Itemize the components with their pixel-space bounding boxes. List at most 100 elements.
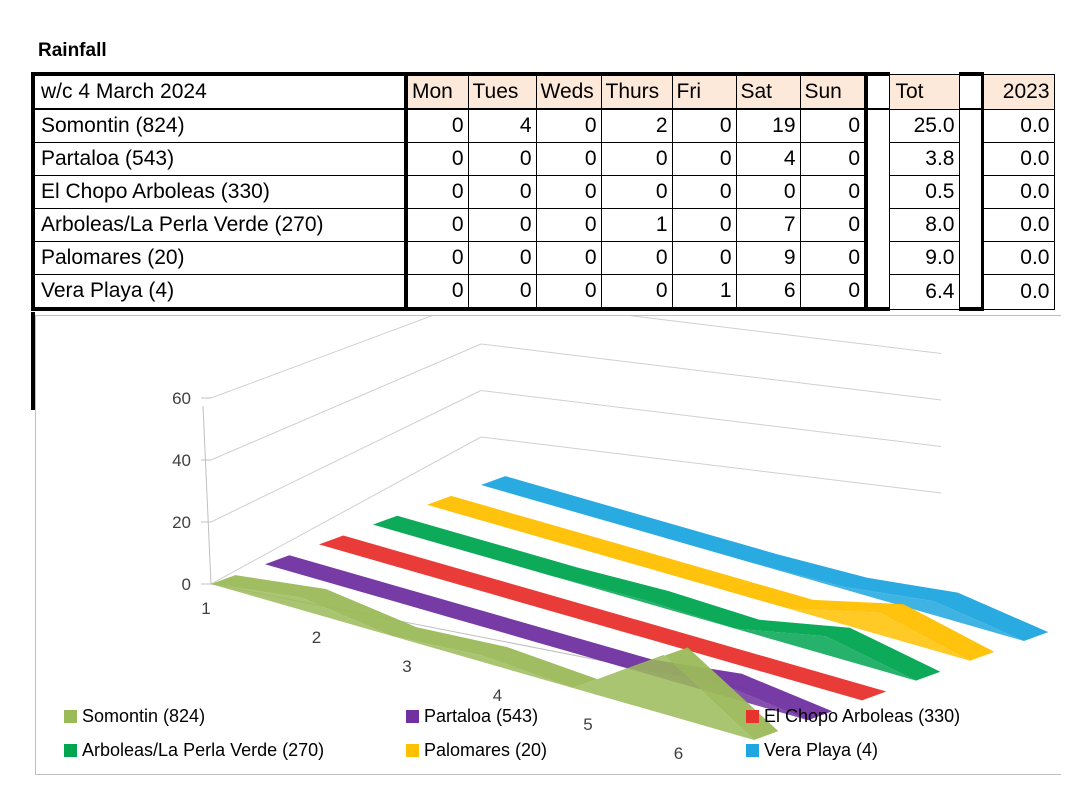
total-value: 25.0 xyxy=(888,108,960,143)
rain-value: 0 xyxy=(735,175,801,209)
prev-year-value: 0.0 xyxy=(980,108,1055,143)
series-face xyxy=(373,524,916,681)
table-row: Arboleas/La Perla Verde (270) 0 0 0 1 0 7 0 8.0 0… xyxy=(31,208,1055,242)
year-header: 2023 xyxy=(980,73,1055,110)
table-row: Vera Playa (4) 0 0 0 0 1 6 0 6.4 0.0 xyxy=(31,274,1055,311)
table-row: Palomares (20) 0 0 0 0 0 9 0 9.0 0.0 xyxy=(31,241,1055,275)
x-tick-label: 1 xyxy=(201,599,210,618)
back-wall-gridlines xyxy=(210,316,942,585)
gridline xyxy=(210,390,482,523)
rain-value: 0 xyxy=(799,241,868,275)
prev-year-value: 0.0 xyxy=(980,241,1055,275)
x-tick-label: 5 xyxy=(583,715,592,734)
station-name: Arboleas/La Perla Verde (270) xyxy=(31,208,408,242)
rain-value: 0 xyxy=(799,274,868,311)
rain-value: 0 xyxy=(467,175,537,209)
day-header: Sun xyxy=(799,72,868,110)
rain-value: 0 xyxy=(467,241,537,275)
series-face xyxy=(211,584,754,740)
rain-value: 0 xyxy=(535,274,602,311)
prev-year-value: 0.0 xyxy=(980,175,1055,209)
x-tick-label: 3 xyxy=(402,657,411,676)
table-header-row: w/c 4 March 2024 Mon Tues Weds Thurs Fri Sat Su… xyxy=(31,72,1055,110)
column-gap xyxy=(959,242,982,275)
legend-swatch xyxy=(64,710,77,723)
rain-value: 4 xyxy=(467,108,537,143)
rain-value: 0 xyxy=(799,175,868,209)
rain-value: 1 xyxy=(671,274,737,311)
station-name: El Chopo Arboleas (330) xyxy=(31,175,408,209)
legend-swatch xyxy=(406,710,419,723)
rain-value: 0 xyxy=(405,241,469,275)
total-value: 3.8 xyxy=(888,142,960,176)
rain-value: 0 xyxy=(535,108,602,143)
rain-value: 0 xyxy=(671,175,737,209)
series-ribbon xyxy=(319,535,887,701)
chart-frame: 0 20 40 60 1 2 3 4 5 6 7 Somontin (824) Partaloa (54… xyxy=(35,315,1061,776)
column-gap xyxy=(959,274,982,311)
gridline xyxy=(210,436,482,585)
y-tick-label: 0 xyxy=(182,575,191,594)
rain-value: 0 xyxy=(600,175,673,209)
column-gap xyxy=(866,274,889,311)
rain-value: 0 xyxy=(671,108,737,143)
tot-header: Tot xyxy=(888,73,960,110)
series-face xyxy=(481,485,1024,641)
series-area xyxy=(373,515,941,681)
y-tick-label: 40 xyxy=(172,451,191,470)
column-gap xyxy=(959,209,982,242)
rain-value: 0 xyxy=(799,108,868,143)
table-row: Partaloa (543) 0 0 0 0 0 4 0 3.8 0.0 xyxy=(31,142,1055,176)
rain-value: 0 xyxy=(405,274,469,311)
legend-label: Partaloa (543) xyxy=(424,706,538,726)
sheet-title: Rainfall xyxy=(38,40,107,61)
rain-value: 19 xyxy=(735,108,801,143)
column-gap xyxy=(959,143,982,176)
rain-value: 4 xyxy=(735,142,801,176)
x-tick-label: 6 xyxy=(674,744,683,763)
x-tick-label: 4 xyxy=(493,686,502,705)
rain-value: 6 xyxy=(735,274,801,311)
column-gap xyxy=(959,109,982,143)
column-gap xyxy=(959,72,982,110)
column-gap xyxy=(866,242,889,275)
total-value: 0.5 xyxy=(888,175,960,209)
day-header: Mon xyxy=(405,72,469,110)
rain-value: 0 xyxy=(405,142,469,176)
gridline xyxy=(480,390,942,447)
series-area xyxy=(265,555,833,721)
series-area xyxy=(427,495,995,661)
column-gap xyxy=(866,72,889,110)
rain-value: 7 xyxy=(735,208,801,242)
column-gap xyxy=(959,176,982,209)
week-label: w/c 4 March 2024 xyxy=(31,72,408,110)
day-header: Weds xyxy=(535,72,602,110)
x-tick-label: 2 xyxy=(312,628,321,647)
total-value: 9.0 xyxy=(888,241,960,275)
station-name: Vera Playa (4) xyxy=(31,274,408,311)
rain-value: 0 xyxy=(671,142,737,176)
legend-label: Somontin (824) xyxy=(82,706,205,726)
gridline xyxy=(480,343,942,401)
legend-label: Vera Playa (4) xyxy=(764,740,878,760)
y-tick-label: 60 xyxy=(172,389,191,408)
series-ribbon xyxy=(427,495,995,661)
rain-value: 0 xyxy=(467,142,537,176)
column-gap xyxy=(866,209,889,242)
gridline xyxy=(628,316,942,354)
legend-label: Arboleas/La Perla Verde (270) xyxy=(82,740,324,760)
series-face xyxy=(265,564,808,721)
series-face xyxy=(427,504,970,661)
series-ribbon xyxy=(265,555,833,721)
rain-value: 0 xyxy=(600,274,673,311)
prev-year-value: 0.0 xyxy=(980,274,1055,310)
rain-value: 0 xyxy=(671,208,737,242)
series-area xyxy=(481,476,1049,641)
series-ribbon xyxy=(373,515,941,681)
station-name: Partaloa (543) xyxy=(31,142,408,176)
series-ribbon xyxy=(211,575,779,740)
day-header: Fri xyxy=(671,72,737,110)
gridline xyxy=(210,316,433,399)
total-value: 6.4 xyxy=(888,274,960,310)
legend-swatch xyxy=(746,744,759,757)
